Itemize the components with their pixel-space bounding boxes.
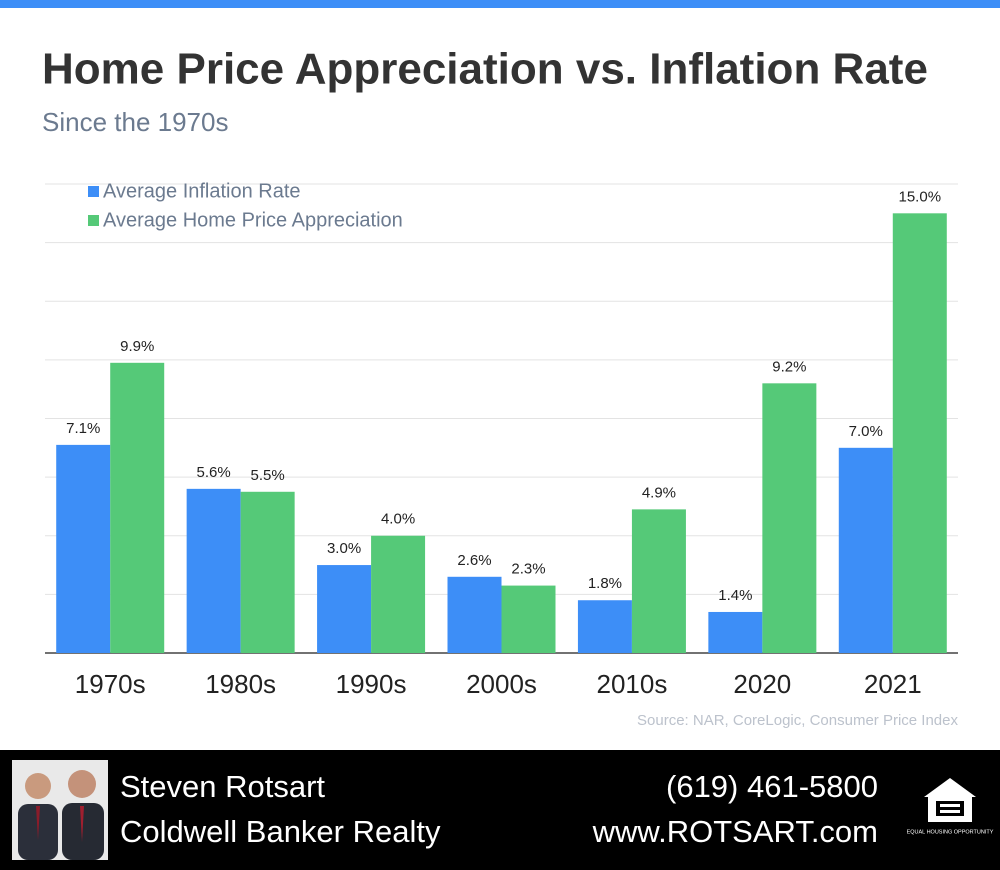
bar: [447, 576, 502, 653]
data-label: 1.8%: [588, 575, 622, 592]
agent-company: Coldwell Banker Realty: [120, 814, 441, 849]
legend-swatch: [88, 186, 99, 197]
bar: [56, 444, 111, 653]
equal-housing-logo: [924, 778, 976, 822]
bar: [631, 509, 686, 653]
x-tick-label: 2000s: [466, 669, 537, 699]
agent-name: Steven Rotsart: [120, 769, 325, 804]
data-label: 9.9%: [120, 338, 154, 355]
bar: [371, 535, 426, 653]
bar: [186, 488, 241, 653]
x-tick-label: 2021: [864, 669, 922, 699]
x-tick-label: 1990s: [336, 669, 407, 699]
data-label: 15.0%: [899, 188, 942, 205]
bar: [838, 447, 893, 653]
source: Source: NAR, CoreLogic, Consumer Price I…: [637, 712, 958, 729]
agent-photo: [12, 760, 108, 860]
chart-title: Home Price Appreciation vs. Inflation Ra…: [42, 45, 928, 94]
data-label: 2.3%: [511, 561, 545, 578]
data-label: 5.5%: [251, 467, 285, 484]
footer-bar: [0, 750, 1000, 870]
x-tick-label: 1980s: [205, 669, 276, 699]
bar: [317, 565, 372, 653]
x-tick-label: 1970s: [75, 669, 146, 699]
data-label: 1.4%: [718, 587, 752, 604]
data-label: 9.2%: [772, 358, 806, 375]
bar: [501, 585, 556, 653]
bar: [708, 611, 763, 653]
agent-website: www.ROTSART.com: [592, 814, 878, 849]
x-tick-label: 2020: [733, 669, 791, 699]
legend-label: Average Home Price Appreciation: [103, 209, 403, 231]
bar: [110, 362, 165, 653]
top-stripe: [0, 0, 1000, 8]
bar: [762, 383, 817, 653]
bar: [577, 600, 632, 653]
data-label: 7.0%: [849, 423, 883, 440]
legend-label: Average Inflation Rate: [103, 180, 301, 202]
equal-housing-text: EQUAL HOUSING OPPORTUNITY: [907, 829, 994, 835]
data-label: 3.0%: [327, 540, 361, 557]
bar: [892, 213, 947, 653]
agent-phone: (619) 461-5800: [666, 769, 878, 804]
chart-subtitle: Since the 1970s: [42, 107, 228, 137]
x-tick-label: 2010s: [597, 669, 668, 699]
legend-swatch: [88, 215, 99, 226]
data-label: 2.6%: [457, 552, 491, 569]
data-label: 7.1%: [66, 420, 100, 437]
data-label: 5.6%: [197, 464, 231, 481]
data-label: 4.9%: [642, 484, 676, 501]
bar: [240, 491, 295, 653]
data-label: 4.0%: [381, 511, 415, 528]
